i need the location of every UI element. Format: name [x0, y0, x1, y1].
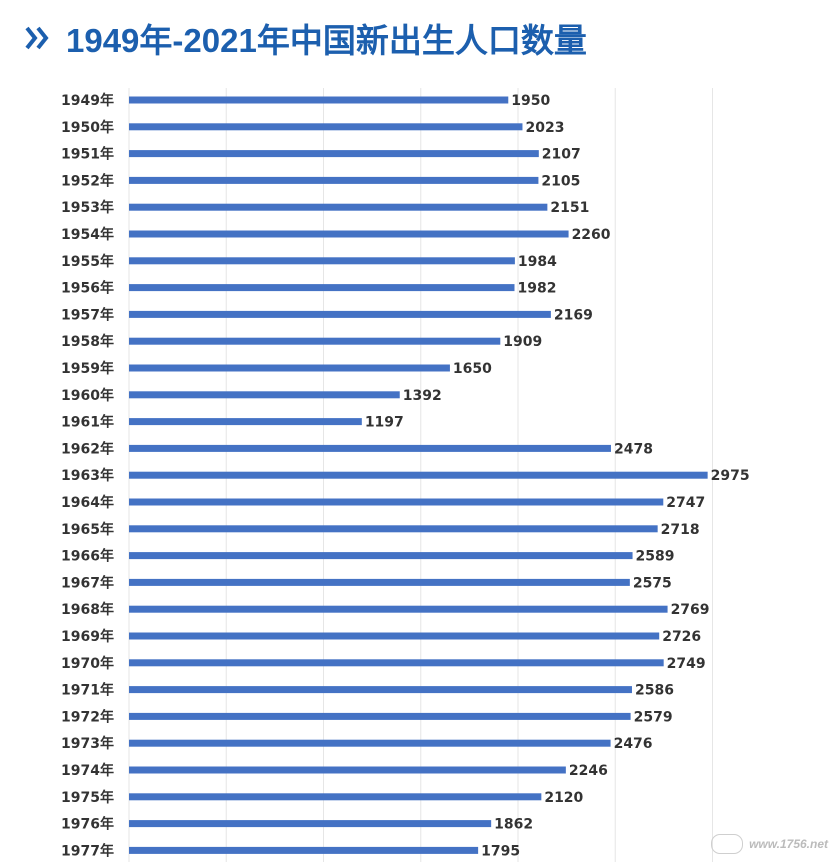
data-label: 1950: [511, 93, 550, 109]
bar: [129, 310, 551, 318]
bar: [129, 498, 664, 506]
bar: [129, 766, 566, 774]
category-label: 1959年: [61, 360, 114, 377]
data-label: 2023: [525, 120, 564, 136]
bar: [129, 793, 542, 801]
category-label: 1975年: [61, 789, 114, 806]
category-label: 1971年: [61, 682, 114, 699]
data-label: 1862: [494, 817, 533, 833]
bar: [129, 337, 501, 345]
watermark: www.1756.net: [711, 834, 828, 854]
data-label: 2120: [544, 790, 583, 806]
bar: [129, 284, 515, 292]
bar: [129, 686, 632, 694]
bar: [129, 739, 611, 747]
bar: [129, 552, 633, 560]
bar: [129, 150, 539, 158]
category-label: 1964年: [61, 494, 114, 511]
data-label: 2478: [614, 441, 653, 457]
bar: [129, 632, 660, 640]
data-label: 2246: [569, 763, 608, 779]
category-label: 1953年: [61, 199, 114, 216]
data-label: 2975: [711, 468, 750, 484]
bar: [129, 364, 450, 372]
category-label: 1960年: [61, 387, 114, 404]
data-label: 2749: [667, 656, 706, 672]
category-label: 1972年: [61, 708, 114, 725]
category-label: 1955年: [61, 253, 114, 270]
data-label: 1984: [518, 254, 557, 270]
data-label: 2589: [636, 549, 675, 565]
bar: [129, 444, 611, 452]
bar: [129, 123, 523, 131]
category-label: 1966年: [61, 548, 114, 565]
category-label: 1951年: [61, 146, 114, 163]
data-label: 1982: [517, 281, 556, 297]
data-label: 2747: [666, 495, 705, 511]
bar: [129, 230, 569, 238]
category-label: 1949年: [61, 92, 114, 109]
data-label: 2586: [635, 683, 674, 699]
category-label: 1950年: [61, 119, 114, 136]
chart-title-text: 1949年-2021年中国新出生人口数量: [66, 22, 587, 59]
data-label: 1909: [503, 334, 542, 350]
bar: [129, 203, 548, 211]
bar: [129, 391, 400, 399]
category-label: 1977年: [61, 842, 114, 859]
bar: [129, 418, 362, 426]
bar: [129, 257, 515, 265]
data-label: 2476: [614, 736, 653, 752]
category-label: 1976年: [61, 816, 114, 833]
bar: [129, 578, 630, 586]
bar: [129, 525, 658, 533]
data-label: 2260: [572, 227, 611, 243]
bar: [129, 846, 479, 854]
category-label: 1968年: [61, 601, 114, 618]
category-label: 1958年: [61, 333, 114, 350]
category-label: 1957年: [61, 306, 114, 323]
category-label: 1952年: [61, 172, 114, 189]
data-label: 2169: [554, 307, 593, 323]
category-label: 1967年: [61, 574, 114, 591]
bar: [129, 820, 492, 828]
data-label: 1650: [453, 361, 492, 377]
data-label: 2575: [633, 575, 672, 591]
page-title: 1949年-2021年中国新出生人口数量: [24, 8, 587, 68]
bar: [129, 176, 539, 184]
category-label: 1963年: [61, 467, 114, 484]
category-label: 1970年: [61, 655, 114, 672]
data-label: 2769: [671, 602, 710, 618]
category-label: 1965年: [61, 521, 114, 538]
category-label: 1954年: [61, 226, 114, 243]
bar: [129, 471, 708, 479]
data-label: 1795: [481, 843, 520, 859]
bar: [129, 659, 664, 667]
category-label: 1969年: [61, 628, 114, 645]
bar: [129, 605, 668, 613]
watermark-text: www.1756.net: [749, 837, 828, 851]
data-label: 2718: [661, 522, 700, 538]
category-label: 1974年: [61, 762, 114, 779]
category-label: 1973年: [61, 735, 114, 752]
category-label: 1961年: [61, 414, 114, 431]
data-label: 2726: [662, 629, 701, 645]
watermark-logo-icon: [711, 834, 744, 854]
data-label: 2151: [550, 200, 589, 216]
data-label: 1392: [403, 388, 442, 404]
category-label: 1956年: [61, 280, 114, 297]
double-chevron-icon: [25, 26, 49, 50]
data-label: 2579: [634, 709, 673, 725]
bar: [129, 712, 631, 720]
category-label: 1962年: [61, 440, 114, 457]
data-label: 1197: [365, 415, 404, 431]
bar: [129, 96, 509, 104]
data-label: 2107: [542, 147, 581, 163]
data-label: 2105: [541, 173, 580, 189]
